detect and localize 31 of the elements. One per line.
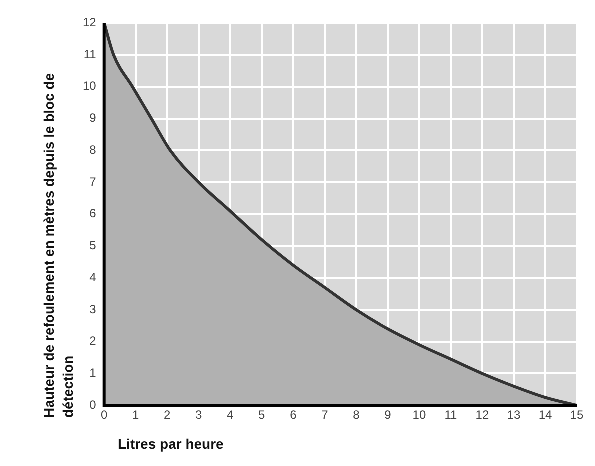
x-tick-label: 11 xyxy=(444,408,458,422)
y-tick-label: 1 xyxy=(90,366,97,380)
y-tick-label: 4 xyxy=(90,270,97,284)
x-tick-label: 1 xyxy=(132,408,140,422)
x-tick-label: 4 xyxy=(227,408,234,422)
x-tick-label: 15 xyxy=(570,408,584,422)
x-tick-label: 3 xyxy=(196,408,203,422)
y-tick-label: 2 xyxy=(90,334,97,348)
y-tick-label: 9 xyxy=(90,111,97,126)
y-tick-label: 8 xyxy=(90,142,97,157)
x-axis-title: Litres par heure xyxy=(118,436,224,452)
x-tick-label: 2 xyxy=(164,408,172,422)
x-tick-label: 10 xyxy=(412,408,426,422)
x-tick-label: 5 xyxy=(258,408,266,422)
x-tick-label: 9 xyxy=(384,408,392,422)
y-tick-label: 3 xyxy=(90,302,97,316)
y-tick-label: 12 xyxy=(82,16,97,30)
y-axis-title: Hauteur de refoulement en mètres depuis le bloc de détection xyxy=(40,72,77,418)
x-tick-label: 7 xyxy=(322,408,329,422)
y-tick-label: 6 xyxy=(90,206,97,221)
x-tick-label: 14 xyxy=(538,408,552,422)
y-tick-label: 5 xyxy=(90,238,97,253)
y-tick-label: 11 xyxy=(84,47,97,62)
x-tick-label: 12 xyxy=(476,408,490,422)
y-tick-label: 7 xyxy=(90,174,97,189)
x-tick-label: 6 xyxy=(290,408,298,422)
x-tick-label: 0 xyxy=(101,408,108,422)
y-tick-label: 0 xyxy=(90,398,97,412)
x-tick-label: 8 xyxy=(353,408,360,422)
x-tick-label: 13 xyxy=(507,408,521,422)
y-tick-label: 10 xyxy=(82,79,97,94)
